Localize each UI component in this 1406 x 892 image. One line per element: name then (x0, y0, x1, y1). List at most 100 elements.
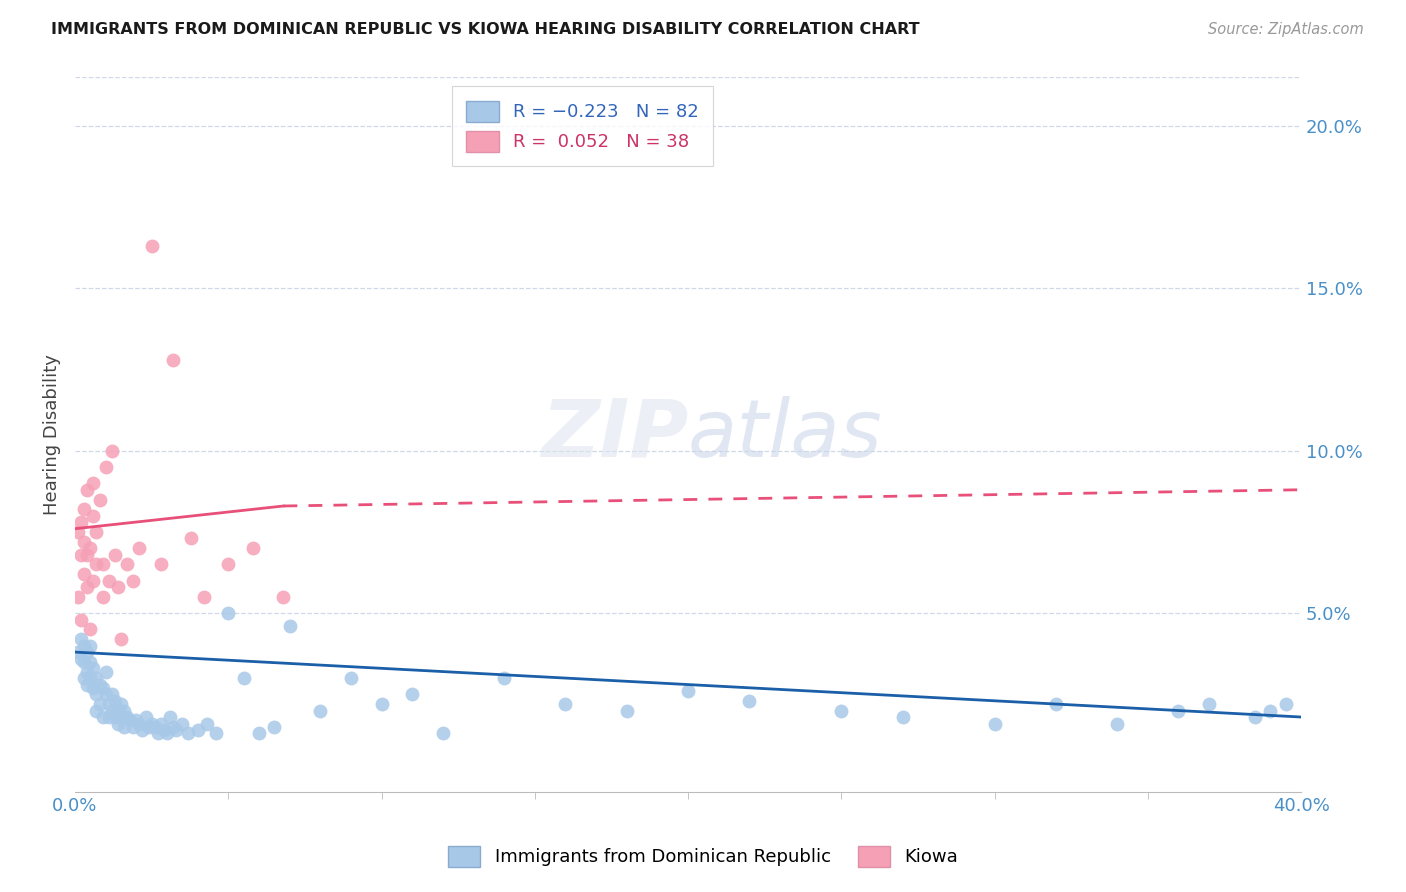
Point (82, 508, 104, 523)
Point (162, 352, 184, 367)
Point (146, 726, 169, 740)
Point (73, 567, 96, 582)
Point (278, 619, 301, 633)
Point (134, 710, 156, 724)
Point (205, 726, 228, 740)
Point (370, 697, 392, 711)
Point (115, 710, 138, 724)
Point (101, 687, 124, 701)
Point (82, 661, 104, 675)
Point (107, 716, 129, 731)
Point (891, 710, 914, 724)
Point (73, 655, 96, 669)
Point (1167, 704, 1189, 718)
Point (195, 716, 218, 731)
Point (67, 645, 90, 659)
Point (86, 558, 108, 572)
Point (172, 716, 194, 731)
Point (217, 606, 239, 620)
Point (107, 704, 129, 718)
Point (676, 684, 699, 698)
Point (112, 704, 135, 718)
Point (76, 580, 98, 594)
Point (89, 677, 111, 691)
Point (232, 671, 254, 685)
Point (1244, 710, 1267, 724)
Point (616, 704, 638, 718)
Point (70, 651, 93, 665)
Point (76, 548, 98, 562)
Point (143, 720, 166, 734)
Point (73, 534, 96, 549)
Point (401, 687, 423, 701)
Point (309, 704, 332, 718)
Point (122, 574, 145, 588)
Point (94, 665, 117, 679)
Point (73, 671, 96, 685)
Point (141, 716, 163, 731)
Point (110, 697, 132, 711)
Point (91, 590, 114, 604)
Text: Source: ZipAtlas.com: Source: ZipAtlas.com (1208, 22, 1364, 37)
Point (128, 716, 150, 731)
Point (110, 632, 132, 646)
Point (73, 639, 96, 653)
Point (193, 590, 215, 604)
Point (149, 558, 172, 572)
Point (156, 726, 179, 740)
Point (67, 590, 90, 604)
Point (70, 515, 93, 529)
Point (79, 541, 101, 556)
Point (110, 710, 132, 724)
Point (82, 574, 104, 588)
Point (830, 704, 852, 718)
Point (82, 681, 104, 695)
Point (104, 710, 127, 724)
Legend: R = −0.223   N = 82, R =  0.052   N = 38: R = −0.223 N = 82, R = 0.052 N = 38 (451, 87, 713, 166)
Point (73, 502, 96, 516)
Point (263, 720, 285, 734)
Point (138, 720, 160, 734)
Point (432, 726, 454, 740)
Point (97, 710, 120, 724)
Point (89, 697, 111, 711)
Point (104, 548, 127, 562)
Point (70, 548, 93, 562)
Point (91, 710, 114, 724)
Legend: Immigrants from Dominican Republic, Kiowa: Immigrants from Dominican Republic, Kiow… (440, 838, 966, 874)
Point (107, 580, 129, 594)
Text: ZIP: ZIP (541, 395, 688, 474)
Point (94, 687, 117, 701)
Point (1198, 697, 1220, 711)
Point (76, 483, 98, 497)
Point (131, 723, 153, 737)
Point (340, 671, 363, 685)
Point (162, 720, 184, 734)
Point (91, 681, 114, 695)
Point (125, 713, 148, 727)
Point (983, 716, 1005, 731)
Point (86, 704, 108, 718)
Point (91, 558, 114, 572)
Point (86, 671, 108, 685)
Point (180, 532, 202, 546)
Y-axis label: Hearing Disability: Hearing Disability (44, 354, 60, 515)
Point (247, 726, 270, 740)
Point (79, 655, 101, 669)
Point (70, 632, 93, 646)
Point (141, 239, 163, 253)
Point (76, 645, 98, 659)
Point (1260, 704, 1282, 718)
Point (242, 541, 264, 556)
Point (112, 720, 135, 734)
Point (1107, 716, 1129, 731)
Point (494, 671, 516, 685)
Point (217, 558, 239, 572)
Point (79, 639, 101, 653)
Point (76, 665, 98, 679)
Point (165, 723, 187, 737)
Point (120, 713, 142, 727)
Point (187, 723, 209, 737)
Point (101, 704, 124, 718)
Point (177, 726, 200, 740)
